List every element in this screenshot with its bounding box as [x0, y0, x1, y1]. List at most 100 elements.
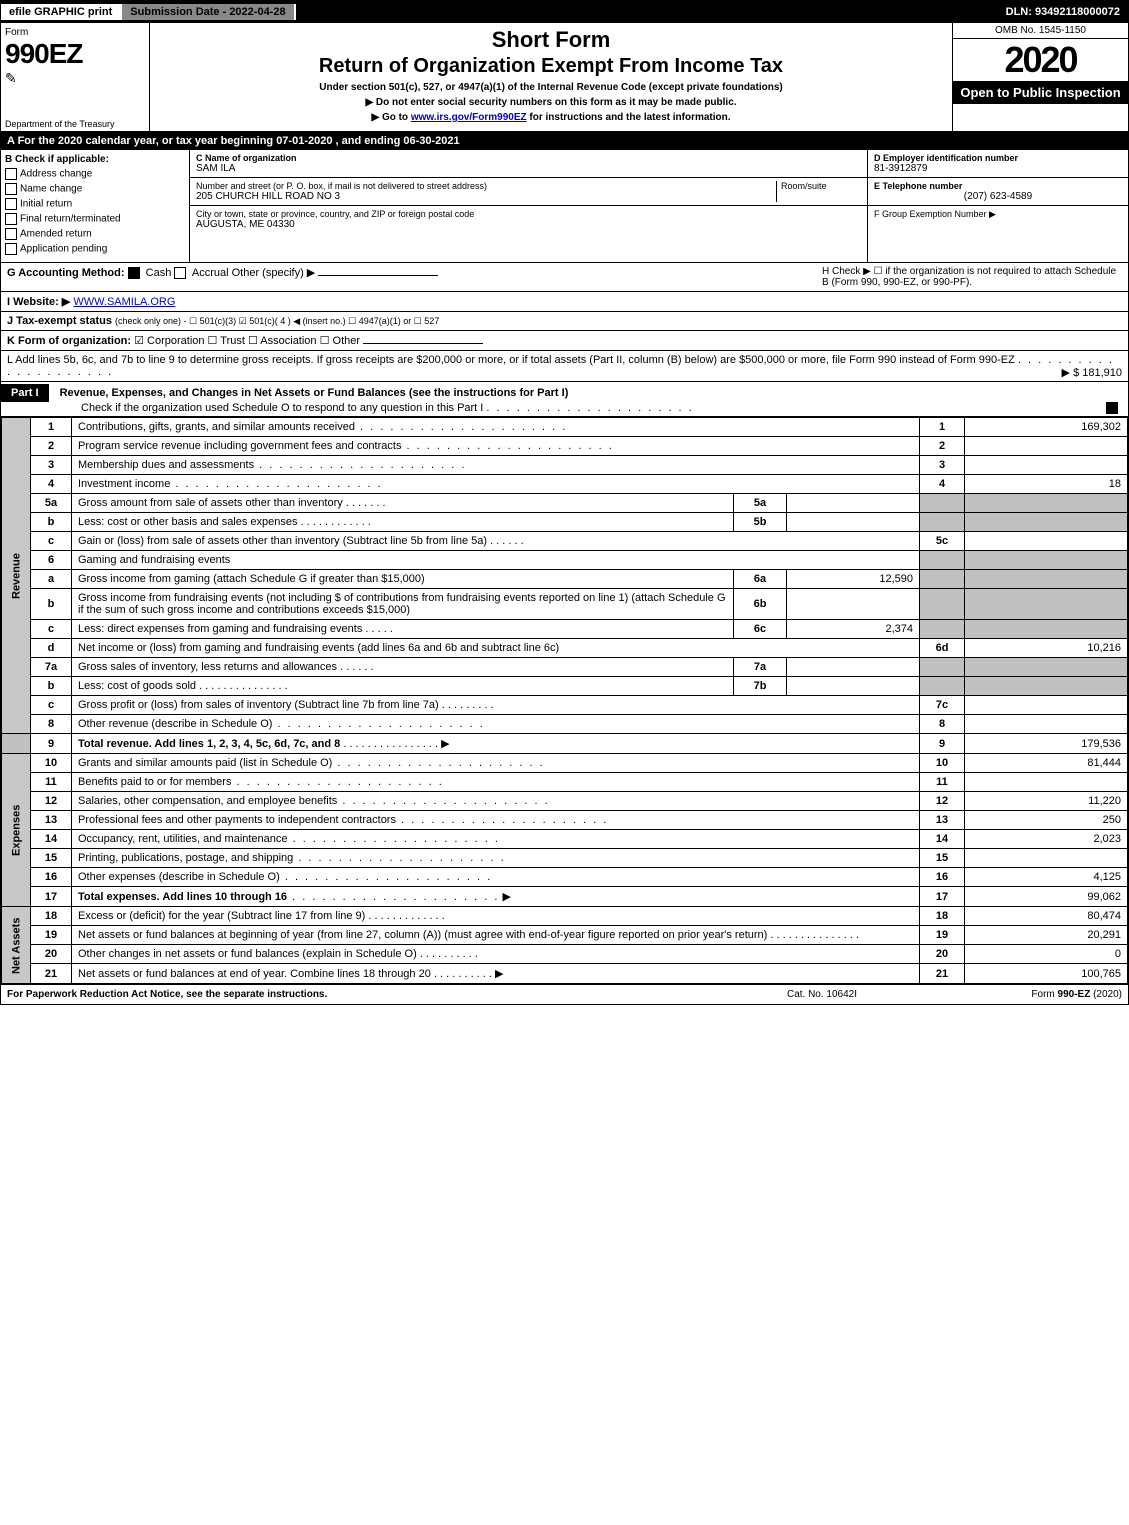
line-7a: 7a Gross sales of inventory, less return…	[2, 658, 1128, 677]
street-row: Number and street (or P. O. box, if mail…	[190, 178, 867, 206]
city-row: City or town, state or province, country…	[190, 206, 867, 233]
form-number: 990EZ	[5, 38, 145, 70]
org-name-row: C Name of organization SAM ILA	[190, 150, 867, 178]
section-c: C Name of organization SAM ILA Number an…	[190, 150, 867, 262]
line-2: 2 Program service revenue including gove…	[2, 437, 1128, 456]
website-link[interactable]: WWW.SAMILA.ORG	[73, 296, 175, 308]
line-8: 8 Other revenue (describe in Schedule O)…	[2, 715, 1128, 734]
line-20: 20 Other changes in net assets or fund b…	[2, 945, 1128, 964]
cb-address-change[interactable]: Address change	[5, 168, 185, 180]
line-5b: b Less: cost or other basis and sales ex…	[2, 513, 1128, 532]
part-1-title: Revenue, Expenses, and Changes in Net As…	[60, 387, 569, 399]
line-13: 13 Professional fees and other payments …	[2, 811, 1128, 830]
section-g-h-row: G Accounting Method: Cash Accrual Other …	[1, 263, 1128, 292]
phone-value: (207) 623-4589	[874, 191, 1122, 202]
footer: For Paperwork Reduction Act Notice, see …	[1, 984, 1128, 1004]
cb-name-change[interactable]: Name change	[5, 183, 185, 195]
header-right: OMB No. 1545-1150 2020 Open to Public In…	[952, 23, 1128, 131]
line-5c: c Gain or (loss) from sale of assets oth…	[2, 532, 1128, 551]
irs-link[interactable]: www.irs.gov/Form990EZ	[411, 112, 527, 123]
cb-schedule-o[interactable]	[1106, 402, 1118, 414]
j-label: J Tax-exempt status	[7, 315, 112, 327]
k-label: K Form of organization:	[7, 335, 131, 347]
org-name-label: C Name of organization	[196, 153, 861, 163]
header-left: Form 990EZ ✎ Department of the Treasury	[1, 23, 150, 131]
section-j: J Tax-exempt status (check only one) - ☐…	[1, 312, 1128, 331]
dln-label: DLN: 93492118000072	[998, 4, 1128, 20]
line-5a: 5a Gross amount from sale of assets othe…	[2, 494, 1128, 513]
short-form-title: Short Form	[154, 27, 948, 53]
dept-treasury: Department of the Treasury	[5, 119, 115, 129]
revenue-table: Revenue 1 Contributions, gifts, grants, …	[1, 417, 1128, 984]
section-i: I Website: ▶ WWW.SAMILA.ORG	[1, 292, 1128, 312]
section-k: K Form of organization: ☑ Corporation ☐ …	[1, 331, 1128, 351]
cb-initial-return[interactable]: Initial return	[5, 198, 185, 210]
line-19: 19 Net assets or fund balances at beginn…	[2, 926, 1128, 945]
open-public-box: Open to Public Inspection	[953, 81, 1128, 104]
city-label: City or town, state or province, country…	[196, 209, 861, 219]
footer-form-ref: Form 990-EZ (2020)	[922, 989, 1122, 1000]
goto-link[interactable]: ▶ Go to www.irs.gov/Form990EZ for instru…	[154, 112, 948, 123]
footer-catalog: Cat. No. 10642I	[722, 989, 922, 1000]
netassets-side-label: Net Assets	[2, 907, 31, 984]
line-11: 11 Benefits paid to or for members 11	[2, 773, 1128, 792]
cb-cash[interactable]	[128, 267, 140, 279]
line-4: 4 Investment income 4 18	[2, 475, 1128, 494]
i-label: I Website: ▶	[7, 296, 70, 308]
under-section: Under section 501(c), 527, or 4947(a)(1)…	[154, 82, 948, 93]
line-14: 14 Occupancy, rent, utilities, and maint…	[2, 830, 1128, 849]
right-info-col: D Employer identification number 81-3912…	[867, 150, 1128, 262]
expenses-side-label: Expenses	[2, 754, 31, 907]
submission-date: Submission Date - 2022-04-28	[122, 4, 295, 20]
section-l: L Add lines 5b, 6c, and 7b to line 9 to …	[1, 351, 1128, 382]
line-21: 21 Net assets or fund balances at end of…	[2, 964, 1128, 984]
line-10: Expenses 10 Grants and similar amounts p…	[2, 754, 1128, 773]
tax-year: 2020	[953, 39, 1128, 81]
line-3: 3 Membership dues and assessments 3	[2, 456, 1128, 475]
line-9: 9 Total revenue. Add lines 1, 2, 3, 4, 5…	[2, 734, 1128, 754]
top-bar: efile GRAPHIC print Submission Date - 20…	[1, 1, 1128, 23]
room-label: Room/suite	[781, 181, 861, 191]
ein-label: D Employer identification number	[874, 153, 1122, 163]
line-18: Net Assets 18 Excess or (deficit) for th…	[2, 907, 1128, 926]
street-label: Number and street (or P. O. box, if mail…	[196, 181, 776, 191]
phone-label: E Telephone number	[874, 181, 1122, 191]
section-b: B Check if applicable: Address change Na…	[1, 150, 190, 262]
form-header: Form 990EZ ✎ Department of the Treasury …	[1, 23, 1128, 132]
l-amount: ▶ $ 181,910	[1062, 366, 1122, 379]
section-g: G Accounting Method: Cash Accrual Other …	[7, 266, 822, 288]
omb-number: OMB No. 1545-1150	[953, 23, 1128, 39]
cb-application-pending[interactable]: Application pending	[5, 243, 185, 255]
line-7b: b Less: cost of goods sold . . . . . . .…	[2, 677, 1128, 696]
line-7c: c Gross profit or (loss) from sales of i…	[2, 696, 1128, 715]
org-name: SAM ILA	[196, 163, 861, 174]
section-b-label: B Check if applicable:	[5, 154, 185, 165]
l-text: L Add lines 5b, 6c, and 7b to line 9 to …	[7, 354, 1015, 366]
cb-amended-return[interactable]: Amended return	[5, 228, 185, 240]
line-12: 12 Salaries, other compensation, and emp…	[2, 792, 1128, 811]
line-17: 17 Total expenses. Add lines 10 through …	[2, 887, 1128, 907]
efile-print-label[interactable]: efile GRAPHIC print	[1, 4, 122, 20]
line-6a: a Gross income from gaming (attach Sched…	[2, 570, 1128, 589]
line-6c: c Less: direct expenses from gaming and …	[2, 620, 1128, 639]
section-e: E Telephone number (207) 623-4589	[868, 178, 1128, 206]
city-value: AUGUSTA, ME 04330	[196, 219, 861, 230]
line-6: 6 Gaming and fundraising events	[2, 551, 1128, 570]
revenue-side-label: Revenue	[2, 418, 31, 734]
ein-value: 81-3912879	[874, 163, 1122, 174]
part-1-label: Part I	[1, 384, 49, 402]
cb-accrual[interactable]	[174, 267, 186, 279]
line-16: 16 Other expenses (describe in Schedule …	[2, 868, 1128, 887]
period-row: A For the 2020 calendar year, or tax yea…	[1, 132, 1128, 150]
line-6b: b Gross income from fundraising events (…	[2, 589, 1128, 620]
j-detail: (check only one) - ☐ 501(c)(3) ☑ 501(c)(…	[115, 316, 439, 326]
form-label: Form	[5, 27, 145, 38]
cb-final-return[interactable]: Final return/terminated	[5, 213, 185, 225]
section-d: D Employer identification number 81-3912…	[868, 150, 1128, 178]
header-center: Short Form Return of Organization Exempt…	[150, 23, 952, 131]
street-value: 205 CHURCH HILL ROAD NO 3	[196, 191, 776, 202]
part-1-subtitle: Check if the organization used Schedule …	[81, 402, 483, 414]
form-990ez: efile GRAPHIC print Submission Date - 20…	[0, 0, 1129, 1005]
g-label: G Accounting Method:	[7, 267, 125, 279]
line-1: Revenue 1 Contributions, gifts, grants, …	[2, 418, 1128, 437]
